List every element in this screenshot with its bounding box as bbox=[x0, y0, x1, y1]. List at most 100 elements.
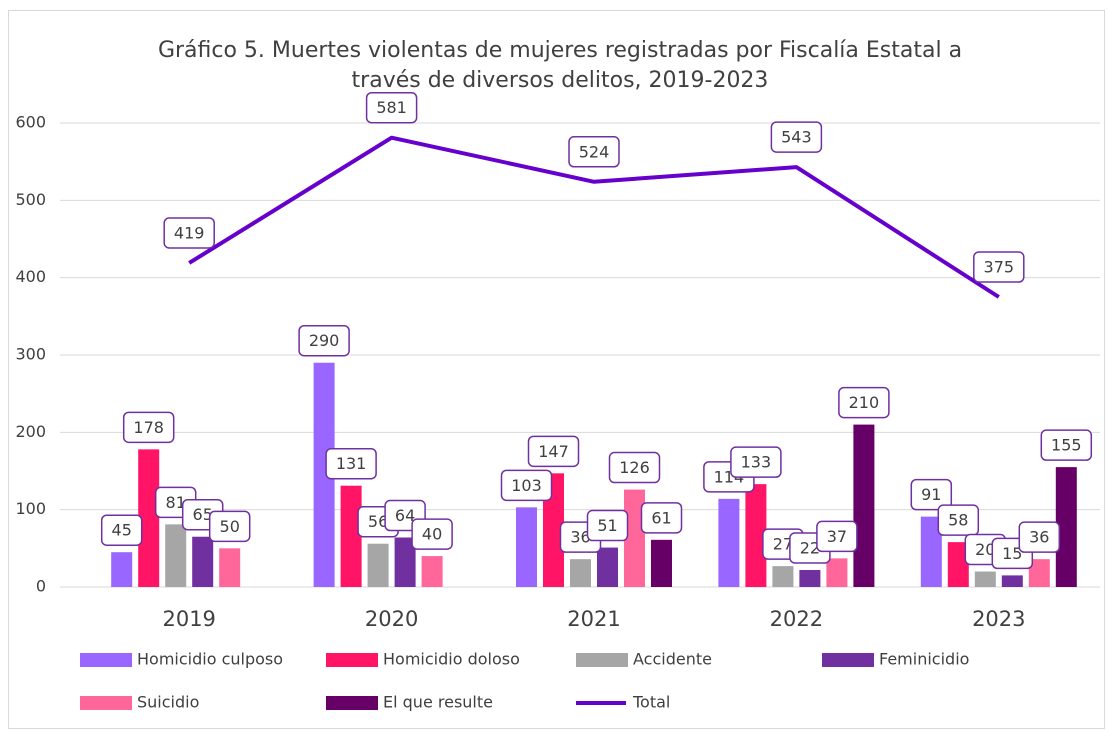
data-label: 81 bbox=[166, 493, 186, 512]
data-label: 36 bbox=[570, 528, 590, 547]
bar bbox=[313, 362, 335, 587]
y-tick-label: 400 bbox=[15, 267, 46, 286]
x-tick-label: 2021 bbox=[567, 607, 620, 631]
data-label: 45 bbox=[112, 521, 132, 540]
data-label: 15 bbox=[1002, 544, 1022, 563]
y-tick-label: 200 bbox=[15, 422, 46, 441]
data-label-box bbox=[973, 251, 1025, 283]
data-label-box bbox=[730, 446, 782, 478]
data-label-box bbox=[527, 435, 580, 468]
data-label: 147 bbox=[538, 442, 569, 461]
data-label: 22 bbox=[800, 538, 820, 557]
bar bbox=[516, 507, 537, 587]
legend-swatch bbox=[80, 696, 132, 710]
bar bbox=[367, 543, 389, 587]
data-label: 126 bbox=[619, 458, 650, 477]
legend-label: Suicidio bbox=[137, 693, 199, 712]
y-tick-label: 600 bbox=[15, 113, 46, 132]
data-label-box bbox=[608, 451, 661, 484]
data-label: 543 bbox=[781, 128, 812, 147]
data-label: 40 bbox=[422, 525, 442, 544]
legend-swatch bbox=[326, 653, 378, 667]
legend-swatch bbox=[822, 653, 874, 667]
x-tick-label: 2022 bbox=[770, 607, 823, 631]
legend-label: Homicidio culposo bbox=[137, 650, 283, 669]
data-label-box bbox=[163, 217, 215, 249]
data-label-box bbox=[122, 411, 175, 444]
bar bbox=[826, 558, 848, 587]
data-label: 155 bbox=[1051, 436, 1082, 455]
bar bbox=[394, 537, 416, 587]
bar bbox=[570, 559, 591, 587]
data-label: 27 bbox=[773, 535, 793, 554]
data-label-box bbox=[816, 520, 858, 553]
data-label-box bbox=[770, 121, 823, 153]
data-label-box bbox=[325, 447, 377, 480]
data-label: 581 bbox=[376, 98, 407, 117]
data-label: 36 bbox=[1029, 528, 1049, 547]
bar bbox=[138, 449, 160, 587]
bar bbox=[947, 542, 969, 587]
y-tick-label: 0 bbox=[36, 577, 46, 596]
data-label: 61 bbox=[651, 508, 671, 527]
line bbox=[188, 135, 1000, 299]
legend-label: Homicidio doloso bbox=[383, 650, 520, 669]
chart-frame bbox=[8, 10, 1105, 729]
data-label: 131 bbox=[336, 454, 367, 473]
x-tick-label: 2019 bbox=[162, 607, 215, 631]
y-tick-label: 500 bbox=[15, 190, 46, 209]
data-label-box bbox=[100, 514, 143, 546]
bar bbox=[165, 524, 187, 587]
bar bbox=[111, 552, 133, 587]
x-tick-label: 2023 bbox=[972, 607, 1025, 631]
data-label: 51 bbox=[597, 516, 617, 535]
data-label: 64 bbox=[395, 506, 415, 525]
data-label-box bbox=[640, 502, 683, 534]
legend-label: El que resulte bbox=[383, 693, 493, 712]
legend-label: Accidente bbox=[633, 650, 712, 669]
bar bbox=[1055, 467, 1077, 587]
data-label-box bbox=[1040, 429, 1093, 461]
bar bbox=[597, 547, 618, 587]
bar bbox=[799, 569, 821, 587]
bar bbox=[920, 516, 942, 587]
data-label-box bbox=[1018, 521, 1061, 553]
bar bbox=[219, 548, 241, 587]
data-label: 50 bbox=[220, 517, 240, 536]
data-label: 524 bbox=[579, 142, 610, 161]
data-label: 91 bbox=[921, 485, 941, 504]
bar bbox=[651, 539, 672, 587]
data-label-box bbox=[500, 469, 553, 502]
y-tick-label: 100 bbox=[15, 499, 46, 518]
data-label: 56 bbox=[368, 512, 388, 531]
chart-title: Gráfico 5. Muertes violentas de mujeres … bbox=[157, 38, 963, 93]
data-label-box bbox=[365, 91, 418, 124]
data-label-box bbox=[411, 518, 453, 550]
data-label: 20 bbox=[975, 540, 995, 559]
data-label: 210 bbox=[849, 393, 880, 412]
bar bbox=[772, 566, 794, 587]
y-tick-label: 300 bbox=[15, 345, 46, 364]
data-label-box bbox=[568, 136, 620, 168]
bar bbox=[543, 473, 564, 587]
data-label: 37 bbox=[827, 527, 847, 546]
bar bbox=[192, 536, 214, 587]
data-label: 375 bbox=[984, 258, 1015, 277]
bar bbox=[624, 489, 645, 587]
data-label: 290 bbox=[309, 331, 340, 350]
data-label: 65 bbox=[193, 505, 213, 524]
data-label: 58 bbox=[948, 511, 968, 530]
legend-label: Total bbox=[632, 693, 670, 712]
data-label-box bbox=[910, 478, 953, 511]
legend-swatch bbox=[576, 653, 628, 667]
bar bbox=[1001, 575, 1023, 587]
bar bbox=[421, 556, 443, 587]
bar bbox=[340, 485, 362, 587]
data-label: 103 bbox=[511, 476, 542, 495]
bar bbox=[1028, 559, 1050, 587]
legend-label: Feminicidio bbox=[879, 650, 969, 669]
data-label-box bbox=[586, 509, 629, 542]
data-label-box bbox=[838, 386, 890, 419]
data-label: 178 bbox=[133, 418, 164, 437]
